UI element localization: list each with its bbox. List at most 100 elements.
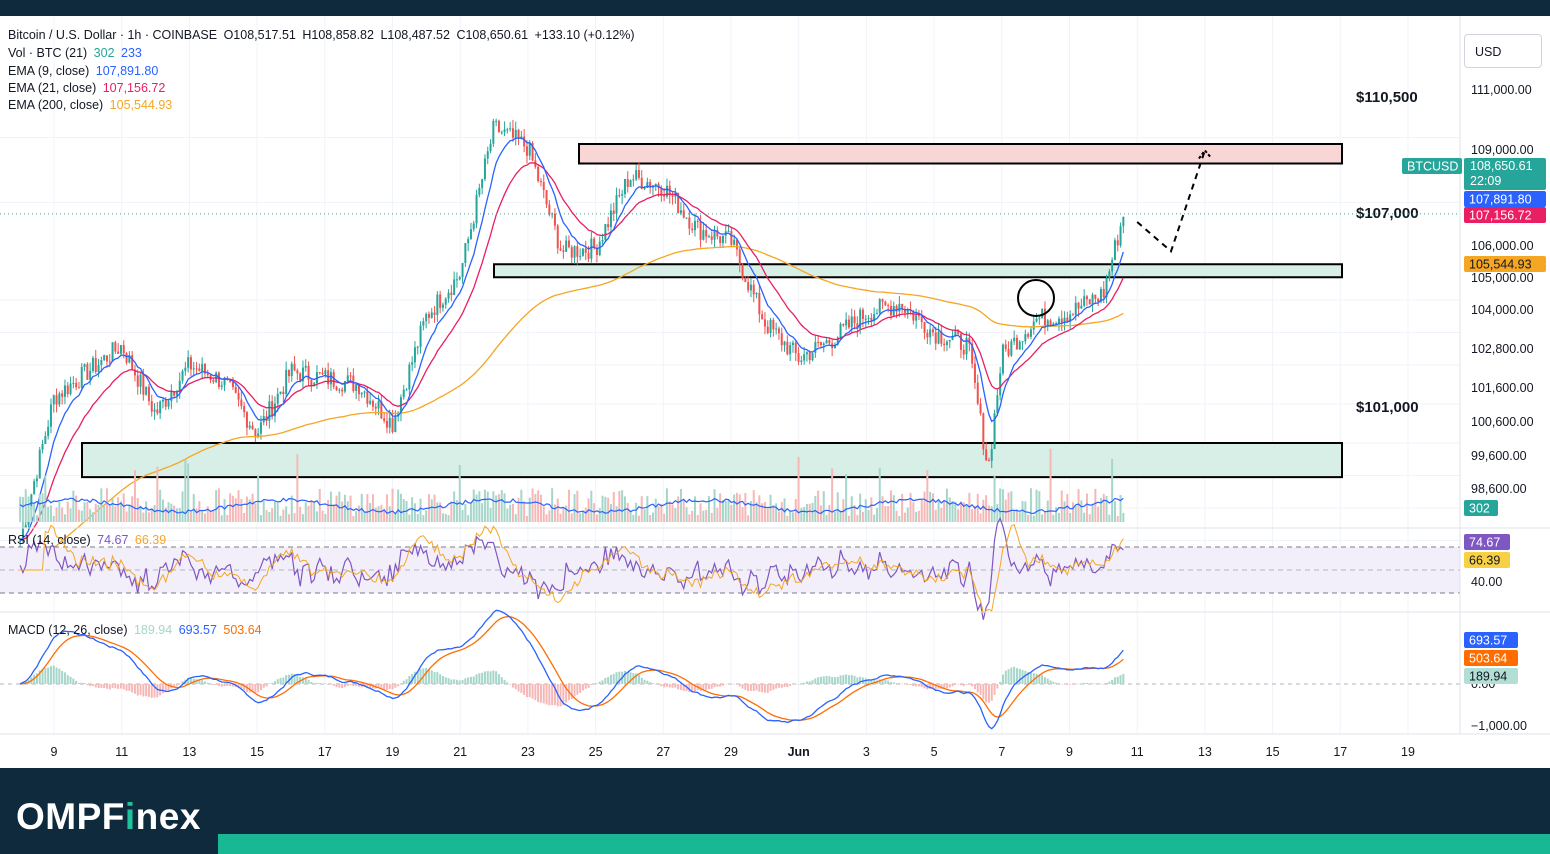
volume-bar [537,490,540,522]
macd-hist-bar [355,684,358,686]
legend-ema9[interactable]: EMA (9, close) 107,891.80 [8,64,161,78]
macd-hist-bar [999,681,1002,684]
volume-bar [346,501,349,522]
price-chart[interactable]: $110,500 $107,000 $101,000 111,000.00 109,00… [0,16,1550,768]
macd-hist-bar [251,684,254,693]
candle-body [94,357,97,372]
volume-bar [786,515,789,522]
symbol-label: Bitcoin / U.S. Dollar · 1h · COINBASE [8,28,218,42]
macd-hist-bar [509,684,512,685]
candle-body [385,420,388,428]
candle-body [733,239,736,245]
candle-body [416,346,419,348]
volume-bar [696,515,699,522]
macd-hist-bar [402,680,405,684]
volume-bar [489,507,492,522]
candle-body [80,366,83,388]
macd-hist-bar [439,674,442,684]
macd-hist-bar [240,684,243,690]
candle-body [1116,240,1119,246]
candle-body [828,340,831,344]
legend-ema200[interactable]: EMA (200, close) 105,544.93 [8,98,175,112]
candle-body [973,363,976,383]
legend-macd[interactable]: MACD (12, 26, close) 189.94 693.57 503.6… [8,623,265,637]
volume-bar [198,501,201,522]
time-axis-label: 9 [1066,745,1073,759]
candle-body [845,319,848,326]
volume-bar [296,454,299,522]
volume-bar [884,506,887,522]
candle-body [819,342,822,346]
macd-hist-bar [727,683,730,685]
time-axis-label: 5 [931,745,938,759]
volume-bar [229,493,232,522]
volume-bar [539,494,542,522]
volume-bar [1094,488,1097,522]
volume-bar [909,492,912,522]
legend-rsi[interactable]: RSI (14, close) 74.67 66.39 [8,533,169,547]
macd-hist-bar [492,670,495,684]
volume-bar [738,494,741,522]
macd-hist-bar [766,684,769,693]
macd-hist-bar [699,684,702,691]
volume-bar [598,508,601,522]
candle-body [621,194,624,196]
candle-body [996,395,999,414]
currency-button[interactable]: USD [1464,34,1542,68]
volume-bar [66,501,69,522]
macd-hist-bar [209,683,212,685]
candle-body [887,305,890,307]
volume-bar [1074,506,1077,522]
macd-hist-bar [537,684,540,702]
candle-body [321,372,324,375]
volume-bar [133,470,136,522]
grid [0,16,1460,734]
volume-bar [290,495,293,522]
chart-area[interactable]: $110,500 $107,000 $101,000 111,000.00 109,00… [0,16,1550,768]
volume-bar [934,509,937,522]
candle-body [408,364,411,390]
candle-body [61,393,64,397]
candle-body [1046,320,1049,327]
volume-bar [142,512,145,522]
candle-body [145,386,148,395]
candle-body [948,339,951,342]
macd-hist-bar [612,674,615,684]
candle-body [206,373,209,376]
legend-volume[interactable]: Vol · BTC (21) 302 233 [8,46,145,60]
candle-body [38,449,41,479]
macd-hist-bar [1018,668,1021,684]
volume-bar [282,509,285,522]
volume-bar [612,491,615,522]
candle-body [1105,278,1108,298]
macd-hist-bar [425,667,428,684]
candle-body [1113,240,1116,260]
legend-ema21[interactable]: EMA (21, close) 107,156.72 [8,81,168,95]
price-zone [493,263,1343,279]
macd-hist-bar [881,679,884,684]
macd-hist-bar [775,684,778,689]
macd-hist-bar [220,684,223,687]
macd-hist-bar [688,684,691,693]
candle-body [962,349,965,355]
macd-hist-bar [951,684,954,687]
candle-body [528,142,531,156]
volume-bar [836,492,839,522]
candle-body [987,460,990,462]
volume-bar [363,511,366,522]
volume-bar [1015,509,1018,522]
volume-bar [567,489,570,522]
volume-bar [170,503,173,522]
candle-body [475,194,478,224]
macd-badge-2-text: 503.64 [1469,652,1507,666]
volume-bar [24,489,27,522]
volume-bar [268,511,271,522]
candle-body [1013,337,1016,342]
volume-badge-text: 302 [1469,502,1490,516]
macd-hist-bar [341,684,344,689]
volume-bar [100,488,103,522]
volume-bar [299,506,302,522]
time-axis-label: 3 [863,745,870,759]
volume-bar [643,509,646,522]
candle-body [747,282,750,291]
